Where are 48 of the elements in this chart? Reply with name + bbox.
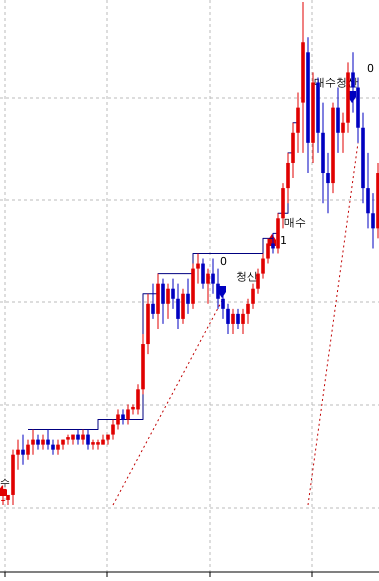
candlestick (211, 258, 215, 294)
annotation: 1 (280, 234, 287, 247)
candlestick (56, 439, 60, 456)
annotation: 0 (220, 255, 227, 268)
candlestick (256, 268, 260, 294)
candlestick (201, 258, 205, 290)
candlestick (186, 278, 190, 314)
candlestick (206, 268, 210, 304)
candlestick (271, 232, 275, 254)
candlestick (246, 298, 250, 324)
candlestick (341, 112, 345, 154)
candlestick (126, 404, 130, 426)
candlestick (121, 408, 125, 426)
candlestick (266, 238, 270, 264)
candlestick (171, 278, 175, 310)
candlestick (251, 283, 255, 310)
candlestick (1, 494, 5, 506)
annotation: 매수 (284, 216, 306, 229)
candlestick (216, 268, 220, 310)
candlestick (81, 429, 85, 446)
candlestick (261, 253, 265, 280)
candlestick (161, 278, 165, 324)
candlestick (116, 408, 120, 430)
candlestick (31, 429, 35, 456)
candlestick (26, 439, 30, 460)
candlestick (236, 308, 240, 330)
candlestick (21, 434, 25, 466)
candlestick (226, 303, 230, 334)
candlestick (151, 283, 155, 320)
annotation: 수 (0, 478, 10, 489)
candlestick (61, 439, 65, 450)
annotation: 0 (367, 62, 374, 75)
candlestick (371, 192, 375, 249)
candlestick (231, 308, 235, 334)
candlestick (326, 152, 330, 214)
candlestick (196, 253, 200, 284)
candlestick (106, 434, 110, 446)
candlestick (241, 308, 245, 334)
candlestick (111, 418, 115, 440)
candlestick (76, 429, 80, 446)
candlestick (86, 429, 90, 450)
candlestick (36, 434, 40, 450)
candlestick (51, 439, 55, 456)
candlestick (16, 439, 20, 470)
candlestick (176, 283, 180, 330)
candlestick (166, 283, 170, 320)
candlestick (41, 434, 45, 450)
candlestick (46, 429, 50, 450)
